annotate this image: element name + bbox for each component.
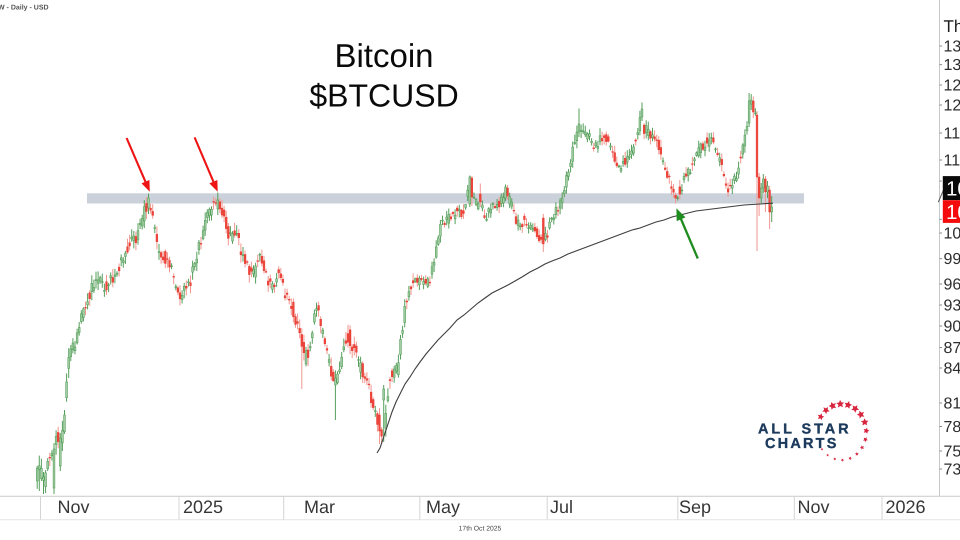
svg-text:Sep: Sep [679,497,711,517]
svg-text:$BTCUSD: $BTCUSD [309,78,458,114]
svg-text:Bitcoin: Bitcoin [334,37,433,74]
svg-text:93,000: 93,000 [944,298,960,315]
svg-text:W - Daily - USD: W - Daily - USD [0,4,49,12]
svg-text:129: 129 [944,78,960,95]
svg-text:75,000: 75,000 [944,444,960,461]
svg-text:Nov: Nov [798,497,830,517]
svg-text:81,000: 81,000 [944,396,960,413]
svg-text:ALL STAR: ALL STAR [758,421,852,437]
svg-text:Nov: Nov [58,497,90,517]
svg-text:Jul: Jul [550,497,573,517]
svg-text:CHARTS: CHARTS [765,436,839,452]
svg-text:84,000: 84,000 [944,361,960,378]
svg-text:Mar: Mar [304,497,335,517]
svg-text:90,000: 90,000 [944,319,960,336]
svg-text:78,000: 78,000 [944,419,960,436]
svg-text:17th Oct 2025: 17th Oct 2025 [459,526,502,533]
svg-text:113: 113 [944,153,960,170]
svg-text:133: 133 [944,57,960,74]
svg-text:96,000: 96,000 [944,277,960,294]
svg-text:87,000: 87,000 [944,340,960,357]
svg-text:99,000: 99,000 [944,251,960,268]
svg-text:10: 10 [946,201,960,224]
svg-text:119: 119 [944,126,960,143]
svg-text:2025: 2025 [183,497,223,517]
svg-text:102: 102 [944,226,960,243]
svg-text:May: May [426,497,460,517]
svg-text:73,000: 73,000 [944,462,960,479]
svg-text:2026: 2026 [886,497,926,517]
svg-text:10: 10 [946,178,960,201]
svg-text:The: The [944,17,960,36]
svg-text:136: 136 [944,39,960,56]
svg-text:126: 126 [944,98,960,115]
